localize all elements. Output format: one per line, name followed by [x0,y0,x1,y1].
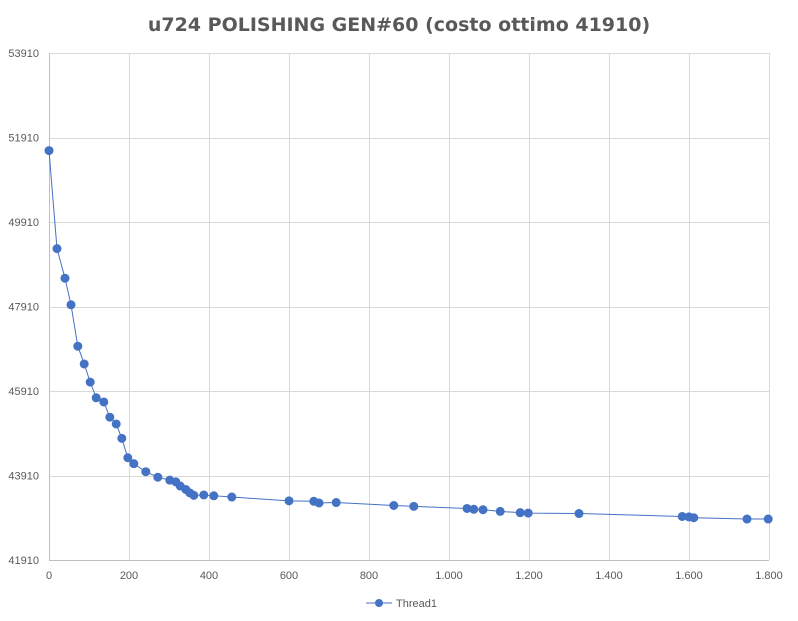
x-tick-label: 1.600 [675,570,703,582]
x-tick-label: 800 [360,570,378,582]
data-point [123,453,133,463]
data-point [742,514,752,524]
legend: Thread1 [366,598,437,610]
data-point [689,513,699,523]
y-tick-label: 41910 [8,555,39,567]
grid [49,53,770,560]
data-point [199,490,209,500]
x-axis-tick-labels: 0 200 400 600 800 1.000 1.200 1.400 1.600 1.800 [46,570,783,582]
data-point [52,244,62,254]
data-point [284,496,294,506]
data-point [469,504,479,514]
data-point [60,273,70,283]
data-point [314,498,324,508]
x-tick-label: 1.400 [595,570,623,582]
data-point [153,472,163,482]
data-point [117,433,127,443]
data-point [99,397,109,407]
data-point [129,459,139,469]
data-point [73,341,83,351]
data-point [389,501,399,510]
y-tick-label: 51910 [8,133,39,145]
data-point [111,419,121,429]
y-tick-label: 49910 [8,217,39,229]
data-point [141,467,151,477]
y-tick-label: 45910 [8,386,39,398]
data-point [763,514,773,524]
data-point [574,509,584,519]
x-tick-label: 1.800 [755,570,783,582]
data-point [91,393,101,403]
x-tick-label: 1.000 [435,570,463,582]
chart-title: u724 POLISHING GEN#60 (costo ottimo 4191… [148,14,650,36]
y-tick-label: 47910 [8,302,39,314]
data-point [209,491,219,501]
data-point [79,359,89,369]
series-thread1 [44,146,773,524]
x-tick-label: 200 [120,570,138,582]
data-point [523,508,533,518]
data-point [409,501,419,511]
series-line-thread1 [48,150,769,520]
data-point [189,490,199,500]
x-tick-label: 0 [46,570,52,582]
data-point [66,300,76,310]
x-tick-label: 1.200 [515,570,543,582]
data-point [478,505,488,515]
legend-label-thread1: Thread1 [396,598,437,610]
x-tick-label: 600 [280,570,298,582]
y-tick-label: 53910 [8,48,39,60]
x-tick-label: 400 [200,570,218,582]
data-point [495,506,505,516]
data-point [331,498,341,508]
axes [49,53,769,561]
legend-marker-thread1 [375,599,383,607]
data-point [44,146,54,156]
data-point [227,492,237,502]
y-axis-tick-labels: 41910 43910 45910 47910 49910 51910 53910 [8,48,39,567]
data-point [85,377,95,387]
y-tick-label: 43910 [8,471,39,483]
data-point [515,508,525,518]
data-point [105,412,115,422]
